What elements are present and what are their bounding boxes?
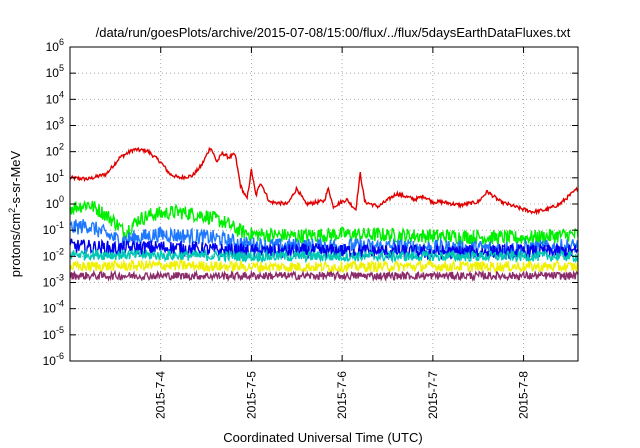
series-line-2: [69, 199, 579, 247]
x-tick-label: 2015-7-7: [426, 371, 440, 419]
y-tick-label: 103: [46, 116, 64, 133]
y-tick-label: 102: [46, 142, 64, 159]
x-tick-label: 2015-7-4: [154, 371, 168, 419]
chart-title: /data/run/goesPlots/archive/2015-07-08/1…: [96, 25, 571, 40]
x-tick-label: 2015-7-6: [335, 371, 349, 419]
y-tick-label: 10-3: [43, 273, 64, 290]
series-line-5: [69, 248, 579, 264]
y-tick-label: 106: [46, 37, 64, 54]
series-layer: [69, 146, 579, 283]
series-line-1: [69, 146, 579, 216]
x-axis-label: Coordinated Universal Time (UTC): [223, 430, 422, 445]
y-tick-label: 100: [46, 194, 64, 211]
y-tick-label: 10-1: [43, 220, 64, 237]
y-tick-label: 10-2: [43, 246, 64, 263]
series-line-6: [69, 258, 579, 274]
ticks: 10-6 10-5 10-4 10-3 10-2 10-1 100 101 102 103 104 1…: [43, 37, 578, 419]
y-tick-label: 101: [46, 168, 64, 185]
y-tick-label: 105: [46, 63, 64, 80]
grid: [70, 47, 578, 361]
y-tick-label: 10-4: [43, 299, 64, 316]
y-axis-label: protons/cm2-s-sr-MeV: [7, 150, 23, 277]
y-tick-label: 104: [46, 89, 64, 106]
y-tick-label: 10-6: [43, 351, 64, 368]
x-tick-label: 2015-7-8: [517, 371, 531, 419]
x-tick-label: 2015-7-5: [244, 371, 258, 419]
series-line-7: [69, 269, 579, 283]
y-tick-label: 10-5: [43, 325, 64, 342]
